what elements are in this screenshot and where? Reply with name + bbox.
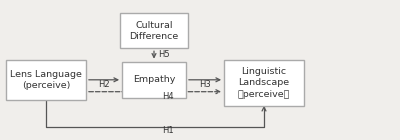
FancyBboxPatch shape: [6, 60, 86, 100]
Text: H1: H1: [162, 126, 174, 135]
Text: H2: H2: [98, 80, 110, 89]
FancyBboxPatch shape: [122, 62, 186, 98]
Text: Empathy: Empathy: [133, 75, 175, 84]
Text: Linguistic
Landscape
（perceive）: Linguistic Landscape （perceive）: [238, 67, 290, 99]
Text: H3: H3: [199, 80, 211, 89]
Text: Lens Language
(perceive): Lens Language (perceive): [10, 70, 82, 90]
Text: H5: H5: [158, 50, 170, 59]
Text: H4: H4: [162, 92, 174, 101]
FancyBboxPatch shape: [120, 13, 188, 48]
FancyBboxPatch shape: [224, 60, 304, 106]
Text: Cultural
Difference: Cultural Difference: [129, 21, 179, 41]
